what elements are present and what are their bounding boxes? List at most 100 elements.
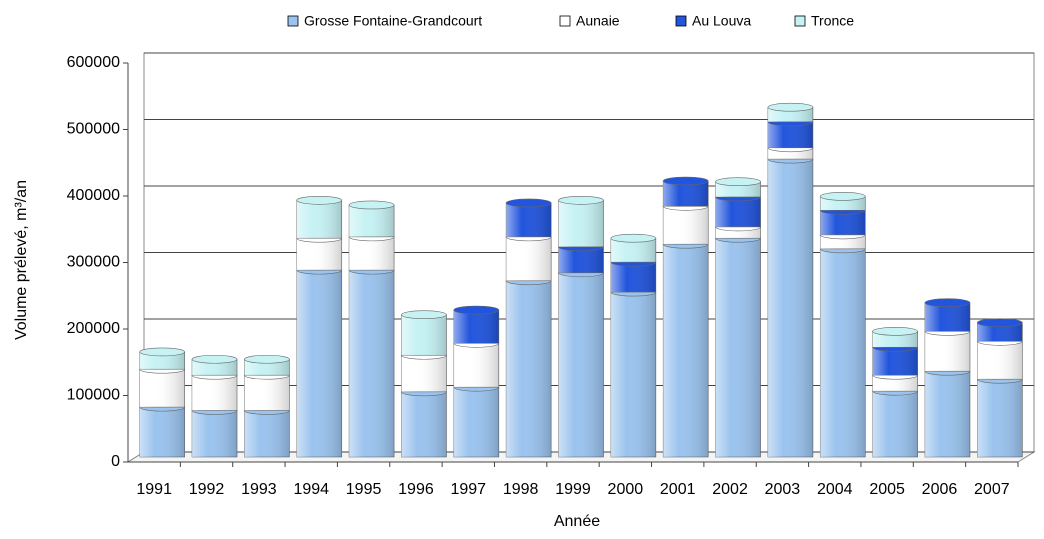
bar-shade bbox=[349, 204, 395, 237]
legend-swatch bbox=[675, 15, 687, 27]
bar-shade bbox=[767, 147, 813, 160]
bar-shade bbox=[139, 369, 185, 408]
bar-shade bbox=[139, 351, 185, 370]
legend-label: Aunaie bbox=[576, 13, 620, 29]
bar-cap bbox=[662, 176, 709, 186]
bar-cap bbox=[505, 198, 552, 208]
x-tick-label: 2003 bbox=[765, 481, 801, 498]
legend-swatch bbox=[287, 15, 299, 27]
bar-shade bbox=[820, 248, 866, 457]
x-tick-label: 2006 bbox=[922, 481, 958, 498]
bar-shade bbox=[453, 310, 499, 344]
bar-shade bbox=[401, 314, 447, 356]
y-tick-label: 600000 bbox=[67, 54, 120, 71]
bar-cap bbox=[767, 102, 814, 112]
bar-shade bbox=[296, 200, 342, 239]
bar-shade bbox=[244, 410, 290, 457]
bar-shade bbox=[767, 159, 813, 457]
x-tick-label: 1992 bbox=[189, 481, 225, 498]
bar-shade bbox=[924, 302, 970, 332]
bar-shade bbox=[506, 202, 552, 237]
x-tick-label: 1998 bbox=[503, 481, 539, 498]
x-tick-label: 2000 bbox=[608, 481, 644, 498]
bar-shade bbox=[924, 331, 970, 372]
bar-shade bbox=[349, 270, 395, 457]
bar-shade bbox=[192, 359, 238, 376]
bar-shade bbox=[401, 355, 447, 392]
bar-shade bbox=[139, 407, 185, 457]
y-tick-label: 300000 bbox=[67, 254, 120, 271]
legend-label: Grosse Fontaine-Grandcourt bbox=[304, 13, 482, 29]
bar-shade bbox=[872, 375, 918, 392]
x-tick-label: 2004 bbox=[817, 481, 853, 498]
x-tick-label: 1991 bbox=[136, 481, 172, 498]
x-tick-label: 2007 bbox=[974, 481, 1010, 498]
bar-shade bbox=[767, 121, 813, 148]
bar-shade bbox=[872, 391, 918, 457]
bar-shade bbox=[715, 226, 761, 239]
bar-shade bbox=[610, 262, 656, 293]
bar-shade bbox=[506, 280, 552, 457]
bar-shade bbox=[192, 375, 238, 411]
bar-cap bbox=[872, 327, 918, 336]
bar-cap bbox=[139, 347, 185, 357]
legend-label: Tronce bbox=[811, 13, 854, 29]
bar-cap bbox=[819, 192, 866, 201]
bar-cap bbox=[191, 354, 238, 364]
bar-shade bbox=[453, 343, 499, 388]
bar-cap bbox=[401, 310, 447, 319]
bar-shade bbox=[558, 272, 604, 457]
x-tick-label: 1994 bbox=[293, 481, 329, 498]
bar-shade bbox=[872, 331, 918, 348]
y-tick-label: 400000 bbox=[67, 187, 120, 204]
bar-shade bbox=[506, 236, 552, 281]
x-tick-label: 2005 bbox=[869, 481, 905, 498]
bar-shade bbox=[663, 244, 709, 457]
bar-shade bbox=[296, 238, 342, 271]
bar-cap bbox=[453, 305, 500, 315]
x-axis-title: Année bbox=[554, 513, 600, 530]
bar-shade bbox=[610, 292, 656, 457]
bar-shade bbox=[558, 200, 604, 247]
bar-shade bbox=[663, 206, 709, 245]
bar-shade bbox=[558, 246, 604, 273]
bar-shade bbox=[244, 375, 290, 411]
x-tick-label: 1997 bbox=[450, 481, 486, 498]
bar-shade bbox=[244, 359, 290, 376]
y-tick-label: 0 bbox=[111, 453, 120, 470]
bar-cap bbox=[244, 354, 290, 364]
bar-shade bbox=[349, 236, 395, 271]
x-tick-label: 2002 bbox=[712, 481, 748, 498]
y-tick-label: 100000 bbox=[67, 387, 120, 404]
x-tick-label: 1999 bbox=[555, 481, 591, 498]
bar-shade bbox=[610, 238, 656, 263]
bar-shade bbox=[192, 410, 238, 457]
legend-label: Au Louva bbox=[692, 13, 751, 29]
bar-cap bbox=[610, 233, 657, 243]
bar-cap bbox=[296, 196, 343, 205]
bar-shade bbox=[453, 387, 499, 457]
bar-shade bbox=[401, 391, 447, 457]
y-tick-label: 500000 bbox=[67, 121, 120, 138]
y-tick-label: 200000 bbox=[67, 320, 120, 337]
bar-shade bbox=[924, 371, 970, 457]
bar-cap bbox=[348, 200, 395, 210]
bar-cap bbox=[558, 196, 604, 205]
x-tick-label: 1995 bbox=[346, 481, 382, 498]
bar-shade bbox=[715, 196, 761, 227]
x-tick-label: 1996 bbox=[398, 481, 434, 498]
bar-shade bbox=[872, 347, 918, 376]
bar-cap bbox=[715, 177, 761, 186]
bar-shade bbox=[977, 379, 1023, 457]
bar-shade bbox=[715, 238, 761, 457]
bar-cap bbox=[924, 298, 971, 308]
bar-shade bbox=[715, 181, 761, 197]
bar-cap bbox=[977, 318, 1023, 327]
legend-swatch bbox=[794, 15, 806, 27]
bar-shade bbox=[296, 270, 342, 457]
bar-shade bbox=[977, 322, 1023, 342]
y-axis-title: Volume prélevé, m³/an bbox=[13, 180, 30, 340]
bar-shade bbox=[977, 341, 1023, 380]
